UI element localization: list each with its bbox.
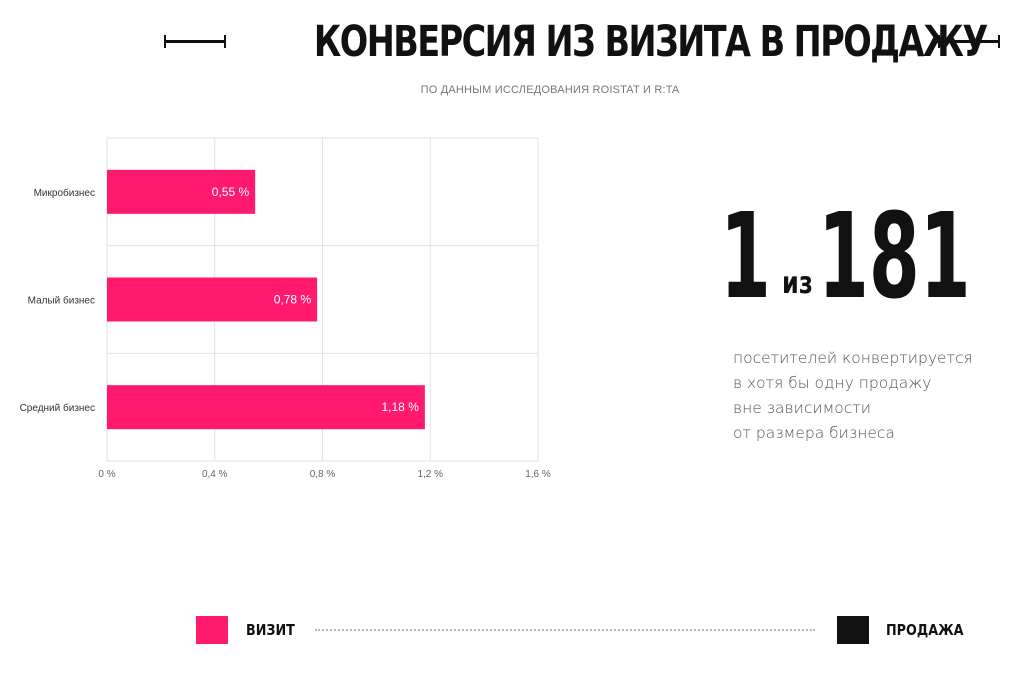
page-subtitle: ПО ДАННЫМ ИССЛЕДОВАНИЯ ROISTAT И R:TA [420,84,680,96]
title-decor-line-left [164,35,226,48]
x-tick-label: 1,6 % [525,469,551,480]
legend-dotted-connector [315,629,815,631]
bar-value-label: 1,18 % [382,400,420,414]
bar-chart: 0 % 0,4 % 0,8 % 1,2 % 1,6 % 0,55 % Микробизнес… [20,137,551,480]
highlight-denominator: 181 [818,187,971,325]
highlight-connector: из [782,266,813,301]
title-row: КОНВЕРСИЯ ИЗ ВИЗИТА В ПРОДАЖУ [0,14,1024,70]
bar-value-label: 0,55 % [212,185,250,199]
category-label: Микробизнес [34,187,95,199]
highlight-ratio: 1 из 181 [720,186,1020,326]
bar-value-label: 0,78 % [274,293,312,307]
legend-swatch-sale [837,616,869,644]
legend-swatch-visit [196,616,228,644]
bar [107,169,256,214]
legend-label-visit: ВИЗИТ [246,621,295,639]
highlight-numerator: 1 [720,187,771,325]
legend-label-sale: ПРОДАЖА [886,621,964,639]
x-tick-label: 0,4 % [202,469,228,480]
description-line: в хотя бы одну продажу [733,374,932,392]
category-label: Средний бизнес [20,402,95,414]
bar [107,277,318,322]
title-decor-line-right [938,35,1000,48]
bar [107,385,425,430]
x-tick-label: 0 % [98,469,115,480]
x-tick-label: 0,8 % [310,469,336,480]
description-line: посетителей конвертируется [733,349,973,367]
legend: ВИЗИТ ПРОДАЖА [0,610,1024,650]
x-tick-label: 1,2 % [417,469,443,480]
highlight-description: посетителей конвертируется в хотя бы одн… [733,346,1023,446]
description-line: вне зависимости [733,399,871,417]
description-line: от размера бизнеса [733,424,895,442]
page-title: КОНВЕРСИЯ ИЗ ВИЗИТА В ПРОДАЖУ [313,17,988,67]
category-label: Малый бизнес [28,295,95,307]
